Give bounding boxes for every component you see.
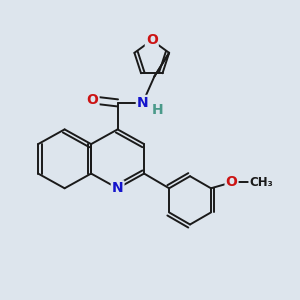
Text: O: O [146, 33, 158, 47]
Text: CH₃: CH₃ [249, 176, 273, 189]
Text: N: N [112, 181, 123, 195]
Text: N: N [137, 96, 148, 110]
Text: O: O [87, 93, 98, 107]
Text: O: O [226, 176, 238, 189]
Text: H: H [152, 103, 164, 117]
